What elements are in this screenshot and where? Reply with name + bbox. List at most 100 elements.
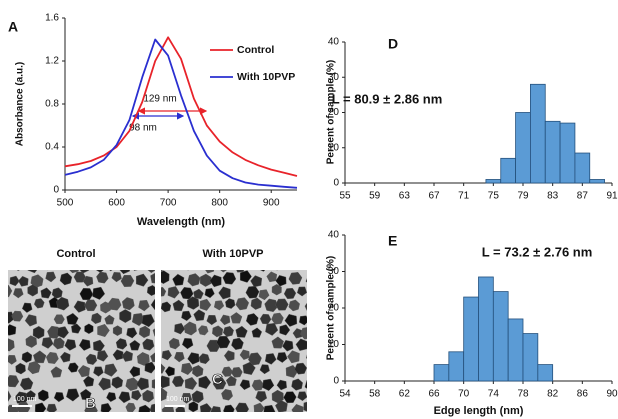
x-tick-label: 800 — [211, 198, 228, 209]
x-tick-label: 90 — [606, 389, 618, 400]
nanoparticle — [276, 379, 287, 391]
y-tick-label: 1.2 — [45, 56, 59, 67]
nanoparticle — [231, 367, 243, 378]
nanoparticle — [119, 270, 130, 275]
nanoparticle — [45, 271, 57, 283]
nanoparticle — [66, 312, 79, 326]
nanoparticle — [258, 289, 270, 301]
x-tick-label: 75 — [488, 191, 500, 202]
nanoparticle — [271, 336, 284, 349]
nanoparticle — [221, 388, 233, 401]
nanoparticle — [111, 272, 122, 283]
nanoparticle — [78, 338, 91, 351]
x-tick-label: 74 — [488, 389, 500, 400]
nanoparticle — [184, 377, 198, 390]
bar — [448, 351, 465, 382]
nanoparticle — [60, 351, 71, 363]
nanoparticle — [166, 260, 176, 270]
annotation: L = 73.2 ± 2.76 nm — [482, 244, 593, 259]
nanoparticle — [181, 362, 194, 376]
nanoparticle — [296, 286, 307, 297]
nanoparticle — [279, 324, 291, 336]
nanoparticle — [161, 387, 168, 402]
nanoparticle — [104, 363, 118, 377]
nanoparticle — [235, 402, 250, 412]
nanoparticle — [175, 405, 186, 412]
nanoparticle — [264, 298, 279, 313]
nanoparticle — [13, 288, 24, 299]
nanoparticle — [79, 270, 90, 274]
nanoparticle — [222, 272, 237, 285]
nanoparticle — [262, 378, 275, 391]
nanoparticle — [180, 392, 193, 404]
x-tick-label: 78 — [517, 389, 529, 400]
nanoparticle — [50, 366, 63, 378]
nanoparticle — [275, 399, 288, 412]
nanoparticle — [64, 339, 77, 351]
nanoparticle — [27, 270, 38, 274]
bar — [485, 179, 502, 184]
nanoparticle — [291, 404, 304, 412]
nanoparticle — [218, 286, 231, 300]
nanoparticle — [251, 379, 264, 391]
bar — [574, 152, 591, 184]
nanoparticle — [125, 402, 136, 412]
nanoparticle — [291, 378, 303, 391]
nanoparticle — [212, 325, 224, 338]
nanoparticle — [161, 375, 170, 389]
nanoparticle — [304, 302, 307, 311]
nanoparticle — [80, 388, 92, 400]
bar — [500, 157, 516, 184]
nanoparticle — [275, 298, 289, 311]
nanoparticle — [9, 275, 20, 287]
nanoparticle — [259, 270, 266, 272]
nanoparticle — [16, 270, 20, 272]
nanoparticle — [150, 299, 155, 311]
nanoparticle — [149, 403, 155, 412]
nanoparticle — [181, 338, 194, 350]
nanoparticle — [144, 361, 155, 374]
nanoparticle — [282, 340, 294, 352]
x-tick-label: 63 — [399, 191, 411, 202]
nanoparticle — [204, 288, 215, 299]
nanoparticle — [283, 391, 297, 404]
nanoparticle — [119, 309, 132, 323]
nanoparticle — [220, 270, 227, 273]
x-tick-label: 66 — [428, 389, 440, 400]
bar — [537, 364, 554, 382]
nanoparticle — [187, 270, 189, 271]
nanoparticle — [118, 391, 131, 404]
nanoparticle — [304, 379, 307, 389]
y-tick-label: 10 — [328, 142, 340, 153]
series-line — [64, 38, 298, 189]
nanoparticle — [209, 274, 222, 288]
nanoparticle — [106, 392, 117, 403]
nanoparticle — [235, 297, 250, 311]
nanoparticle — [172, 299, 185, 312]
nanoparticle — [115, 338, 128, 350]
nanoparticle — [150, 272, 155, 284]
nanoparticle — [138, 299, 150, 312]
bar — [544, 120, 561, 184]
nanoparticle — [112, 349, 124, 361]
nanoparticle — [25, 390, 36, 401]
x-tick-label: 500 — [57, 198, 74, 209]
nanoparticle — [146, 285, 155, 296]
image-title: With 10PVP — [202, 248, 263, 260]
nanoparticle — [85, 353, 98, 365]
nanoparticle — [198, 375, 212, 389]
image-title: Control — [56, 248, 95, 260]
nanoparticle — [71, 323, 82, 334]
x-tick-label: 87 — [577, 191, 589, 202]
bar — [530, 83, 546, 184]
nanoparticle — [21, 302, 33, 313]
nanoparticle — [138, 404, 151, 412]
nanoparticle — [107, 297, 122, 311]
bar — [522, 333, 539, 382]
legend-label: Control — [237, 44, 274, 56]
y-tick-label: 20 — [328, 303, 340, 314]
nanoparticle — [67, 362, 79, 373]
series-line — [64, 36, 298, 177]
x-tick-label: 600 — [108, 198, 125, 209]
nanoparticle — [121, 350, 133, 362]
